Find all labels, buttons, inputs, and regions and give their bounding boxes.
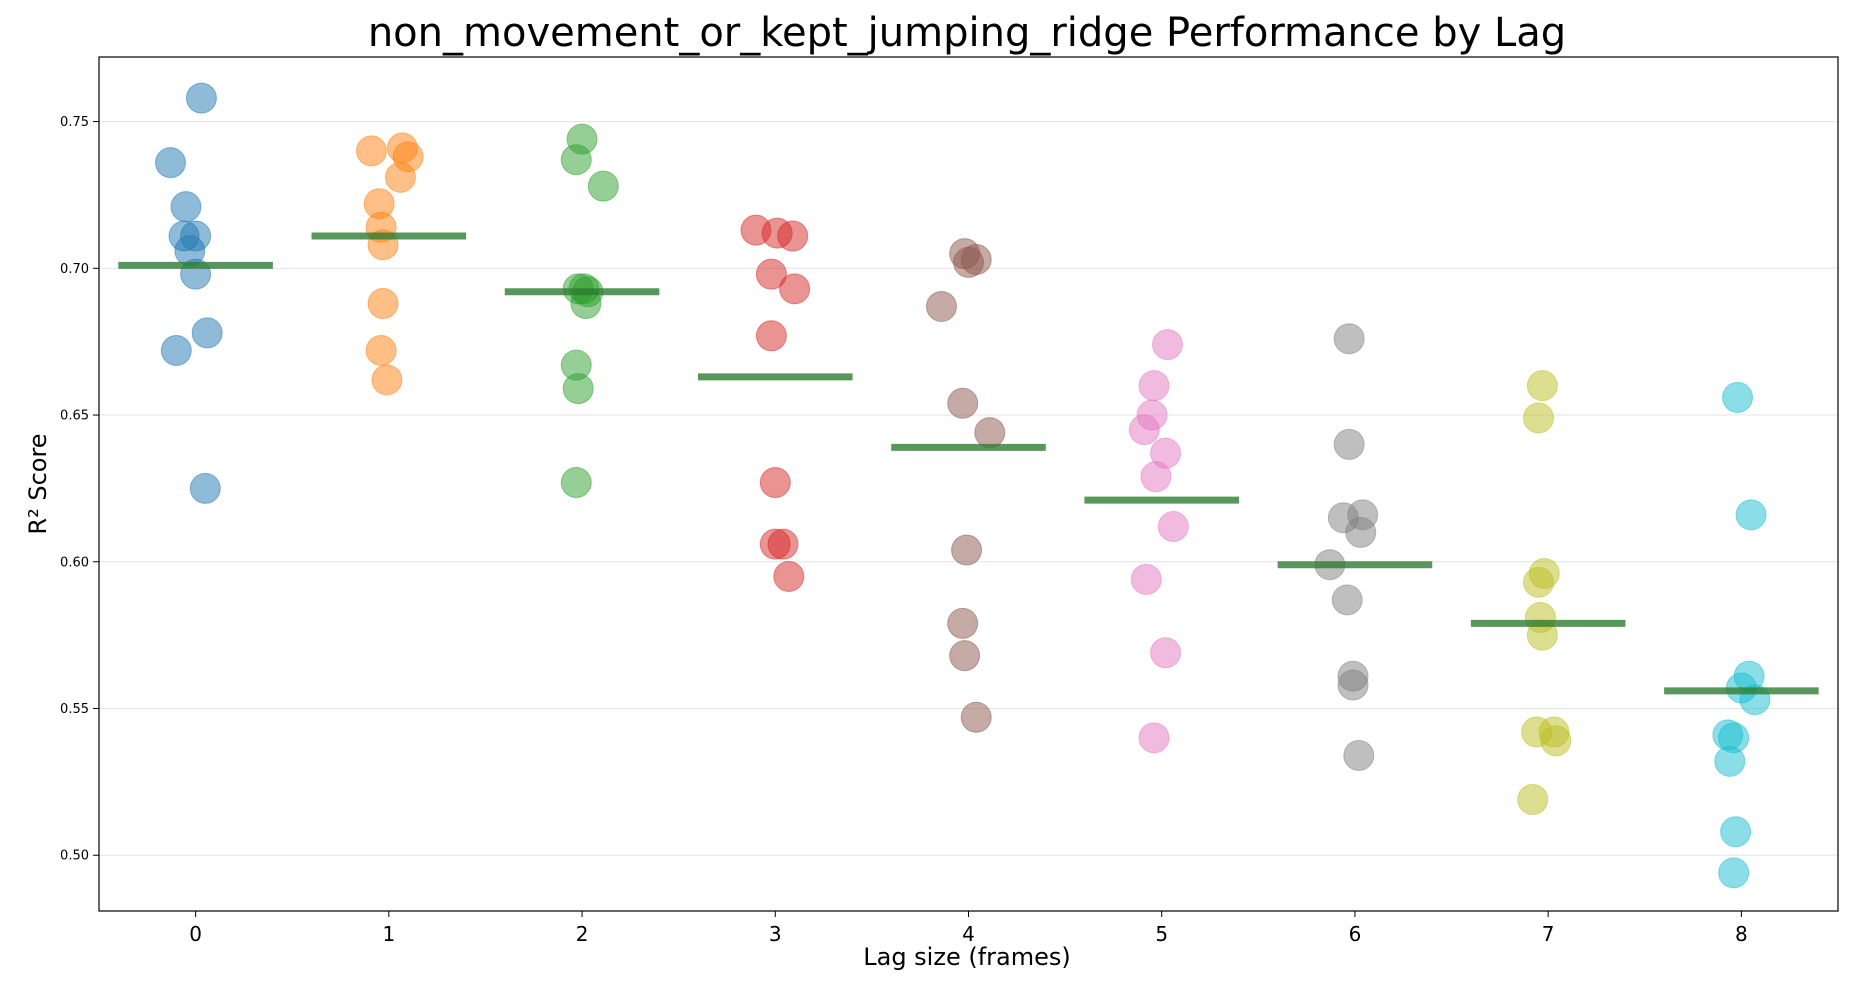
- y-tick-label: 0.75: [60, 115, 89, 130]
- data-point-lag-4: [947, 387, 979, 419]
- data-point-lag-2: [560, 144, 592, 176]
- data-point-lag-7: [1540, 725, 1572, 757]
- data-point-lag-2: [562, 373, 594, 405]
- data-point-lag-7: [1528, 558, 1560, 590]
- x-tick-label: 6: [1349, 922, 1362, 946]
- x-tick-label: 7: [1542, 922, 1555, 946]
- chart-title: non_movement_or_kept_jumping_ridge Perfo…: [368, 10, 1566, 56]
- data-point-lag-4: [925, 290, 957, 322]
- x-axis-label: Lag size (frames): [863, 943, 1071, 971]
- data-point-lag-0: [185, 82, 217, 114]
- data-point-lag-6: [1345, 516, 1377, 548]
- data-point-lag-5: [1128, 414, 1160, 446]
- data-point-lag-8: [1735, 499, 1767, 531]
- data-point-lag-3: [759, 467, 791, 499]
- data-point-lag-0: [191, 317, 223, 349]
- data-point-lag-5: [1157, 511, 1189, 543]
- data-point-lag-1: [367, 288, 399, 320]
- data-point-lag-8: [1722, 381, 1754, 413]
- data-point-lag-5: [1152, 329, 1184, 361]
- data-point-lag-5: [1150, 637, 1182, 669]
- scatter-points: [154, 82, 1771, 889]
- data-point-lag-6: [1331, 584, 1363, 616]
- data-point-lag-0: [189, 472, 221, 504]
- x-tick-label: 4: [962, 922, 975, 946]
- data-point-lag-4: [947, 607, 979, 639]
- data-point-lag-4: [949, 640, 981, 672]
- y-tick-label: 0.70: [60, 262, 89, 277]
- data-point-lag-8: [1714, 745, 1746, 777]
- data-point-lag-3: [755, 320, 787, 352]
- data-point-lag-4: [974, 417, 1006, 449]
- data-point-lag-5: [1138, 722, 1170, 754]
- median-lines: [118, 232, 1819, 695]
- plot-area: [98, 56, 1839, 912]
- x-tick-label: 0: [189, 922, 202, 946]
- data-point-lag-0: [160, 334, 192, 366]
- data-point-lag-3: [755, 258, 787, 290]
- data-point-lag-7: [1517, 783, 1549, 815]
- x-tick-label: 2: [576, 922, 589, 946]
- data-point-lag-6: [1333, 428, 1365, 460]
- data-point-lag-4: [960, 701, 992, 733]
- data-point-lag-5: [1140, 461, 1172, 493]
- data-point-lag-2: [560, 467, 592, 499]
- data-point-lag-7: [1523, 402, 1555, 434]
- data-point-lag-3: [773, 560, 805, 592]
- x-tick-label: 3: [769, 922, 782, 946]
- data-point-lag-0: [154, 147, 186, 179]
- gridlines: [99, 121, 1838, 856]
- x-tick-label: 8: [1735, 922, 1748, 946]
- data-point-lag-1: [365, 334, 397, 366]
- data-point-lag-3: [767, 528, 799, 560]
- data-point-lag-8: [1720, 816, 1752, 848]
- y-tick-label: 0.50: [60, 849, 89, 864]
- data-point-lag-5: [1138, 370, 1170, 402]
- data-point-lag-4: [953, 246, 984, 278]
- x-tick-label: 5: [1155, 922, 1168, 946]
- data-point-lag-6: [1343, 739, 1375, 771]
- y-tick-label: 0.65: [60, 409, 89, 424]
- y-tick-label: 0.60: [60, 555, 89, 570]
- y-axis-label: R² Score: [24, 433, 52, 534]
- data-point-lag-0: [170, 191, 202, 223]
- data-point-lag-3: [779, 273, 811, 305]
- data-point-lag-3: [777, 220, 809, 252]
- data-point-lag-8: [1718, 857, 1750, 889]
- data-point-lag-1: [384, 161, 416, 193]
- data-point-lag-5: [1130, 563, 1162, 595]
- data-point-lag-1: [371, 364, 403, 396]
- data-point-lag-6: [1337, 669, 1369, 701]
- data-point-lag-7: [1526, 370, 1558, 402]
- data-point-lag-1: [355, 135, 387, 167]
- axis-ticks: 0.50 0.55 0.60 0.65 0.70 0.75 0 1 2 3 4 5 6 7 8: [60, 115, 1748, 946]
- data-point-lag-2: [587, 170, 619, 202]
- y-tick-label: 0.55: [60, 702, 89, 717]
- x-tick-label: 1: [382, 922, 395, 946]
- data-point-lag-4: [951, 534, 983, 566]
- data-point-lag-6: [1333, 323, 1365, 355]
